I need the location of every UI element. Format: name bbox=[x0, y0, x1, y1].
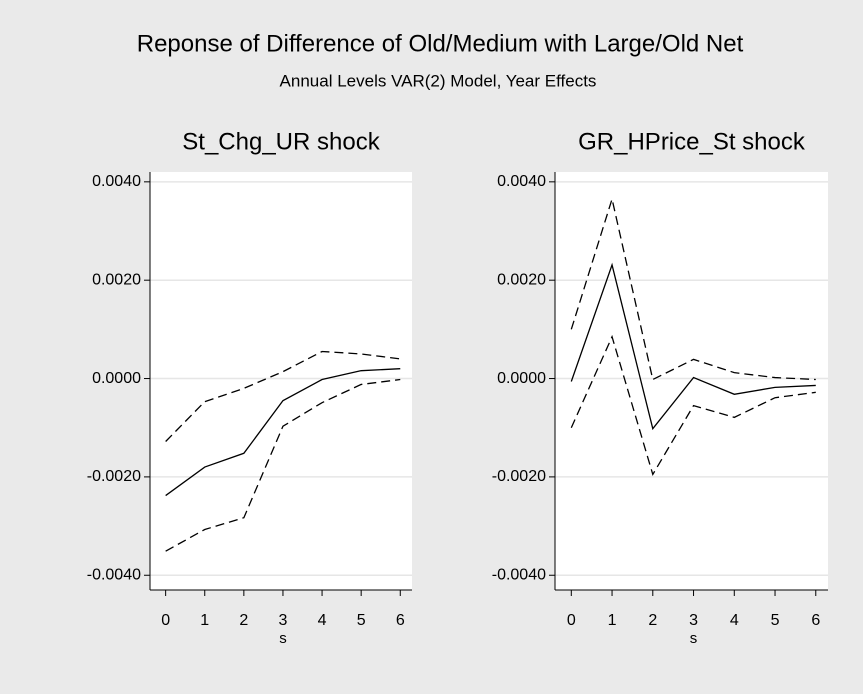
y-tick-label: 0.0040 bbox=[92, 173, 141, 190]
x-tick-label: 4 bbox=[318, 612, 327, 629]
x-tick-label: 1 bbox=[200, 612, 209, 629]
y-tick-label: 0.0000 bbox=[92, 370, 141, 387]
y-tick-label: -0.0040 bbox=[492, 566, 546, 583]
x-tick-label: 4 bbox=[730, 612, 739, 629]
y-tick-label: 0.0020 bbox=[92, 271, 141, 288]
y-tick-label: -0.0020 bbox=[492, 468, 546, 485]
x-tick-label: 3 bbox=[689, 612, 698, 629]
x-axis-label: s bbox=[279, 630, 287, 647]
x-tick-label: 6 bbox=[811, 612, 820, 629]
x-tick-label: 5 bbox=[771, 612, 780, 629]
x-tick-label: 0 bbox=[567, 612, 576, 629]
plot-area bbox=[150, 172, 412, 590]
y-tick-label: -0.0020 bbox=[87, 468, 141, 485]
x-tick-label: 3 bbox=[279, 612, 288, 629]
confidence-band bbox=[165, 378, 401, 552]
y-tick-label: 0.0000 bbox=[497, 370, 546, 387]
x-tick-label: 5 bbox=[357, 612, 366, 629]
x-tick-label: 1 bbox=[608, 612, 617, 629]
panel-title: St_Chg_UR shock bbox=[182, 128, 380, 155]
x-axis-label: s bbox=[690, 630, 698, 647]
panel-title: GR_HPrice_St shock bbox=[578, 128, 806, 155]
x-tick-label: 0 bbox=[161, 612, 170, 629]
x-tick-label: 2 bbox=[648, 612, 657, 629]
y-tick-label: -0.0040 bbox=[87, 566, 141, 583]
y-tick-label: 0.0020 bbox=[497, 271, 546, 288]
x-tick-label: 6 bbox=[396, 612, 405, 629]
confidence-band bbox=[570, 334, 816, 477]
y-tick-label: 0.0040 bbox=[497, 173, 546, 190]
chart-subtitle: Annual Levels VAR(2) Model, Year Effects bbox=[280, 71, 597, 90]
x-tick-label: 2 bbox=[239, 612, 248, 629]
confidence-band bbox=[570, 196, 816, 381]
response-line bbox=[570, 262, 816, 431]
response-line bbox=[165, 368, 401, 497]
chart-title: Reponse of Difference of Old/Medium with… bbox=[137, 30, 744, 57]
